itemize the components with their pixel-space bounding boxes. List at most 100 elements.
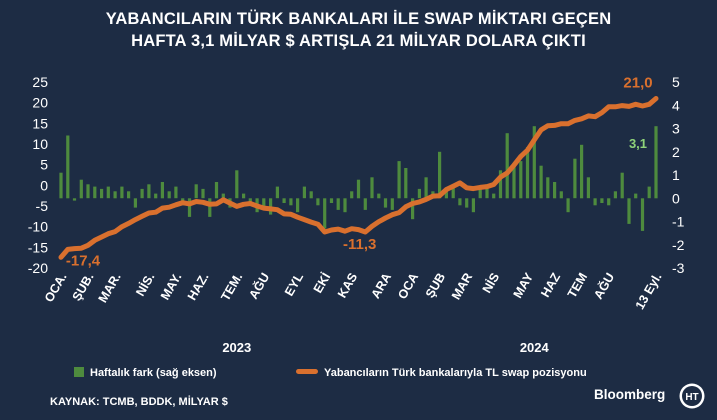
bar-week-83: [620, 172, 624, 199]
bar-week-68: [519, 161, 523, 199]
right-tick-label: 5: [672, 74, 680, 90]
bar-week-79: [593, 198, 597, 206]
bar-week-84: [627, 198, 631, 224]
bar-week-14: [154, 193, 158, 199]
bar-week-2: [72, 198, 77, 201]
bar-week-24: [221, 193, 225, 199]
bar-week-58: [451, 184, 455, 199]
bar-week-88: [654, 126, 658, 199]
bar-week-56: [438, 151, 442, 199]
x-tick-label: NİS.: [132, 270, 157, 299]
bar-week-10: [127, 191, 131, 199]
right-tick-label: 1: [672, 167, 680, 183]
bar-week-41: [336, 198, 340, 210]
left-tick-label: 15: [32, 115, 48, 131]
annotation-label: -17,4: [66, 252, 101, 269]
legend-line: Yabancıların Türk bankalarıyla TL swap p…: [296, 367, 587, 379]
bar-week-80: [600, 198, 604, 203]
right-tick-label: 2: [672, 144, 680, 160]
bar-week-54: [424, 177, 428, 199]
x-tick-label: 13 Eyl.: [633, 271, 665, 312]
bar-week-19: [187, 198, 192, 217]
bar-week-3: [79, 179, 83, 199]
x-tick-label: EKİ: [310, 270, 333, 296]
legend-bars: Haftalık fark (sağ eksen): [74, 367, 217, 379]
bar-week-78: [586, 177, 590, 199]
bar-week-61: [471, 198, 475, 213]
bar-week-46: [370, 177, 374, 199]
bar-week-17: [174, 186, 178, 199]
x-tick-label: ŞUB: [423, 271, 448, 301]
annotation-label: 3,1: [629, 136, 647, 151]
annotation-label: -11,3: [343, 236, 376, 253]
bar-week-82: [613, 191, 617, 199]
right-tick-label: 0: [672, 190, 680, 206]
x-tick-label: AĞU: [590, 270, 617, 302]
bar-week-4: [86, 184, 90, 199]
x-tick-label: OCA: [395, 271, 421, 302]
left-tick-label: 20: [32, 95, 48, 111]
left-tick-label: 0: [40, 177, 48, 193]
bar-week-64: [492, 193, 496, 199]
bar-week-57: [444, 191, 448, 199]
right-tick-label: -2: [672, 237, 685, 253]
x-tick-label: MAY.: [158, 271, 184, 303]
bar-week-26: [235, 170, 239, 199]
bar-week-69: [525, 147, 530, 199]
x-tick-label: NİS: [479, 270, 502, 296]
bar-week-40: [329, 198, 334, 203]
bar-week-1: [66, 135, 70, 199]
bar-week-52: [411, 198, 415, 220]
x-tick-label: KAS: [335, 271, 360, 301]
x-tick-label: ARA: [368, 271, 394, 301]
legend-bars-swatch: [74, 367, 84, 377]
bar-week-21: [201, 188, 205, 199]
bar-week-22: [208, 198, 212, 217]
bar-week-6: [100, 188, 104, 199]
legend-bars-label: Haftalık fark (sağ eksen): [90, 367, 217, 379]
bar-week-86: [640, 198, 645, 231]
bar-week-7: [106, 186, 110, 199]
bar-week-13: [147, 184, 151, 199]
bar-week-45: [363, 198, 367, 210]
right-tick-label: -3: [672, 260, 685, 276]
left-tick-label: -10: [28, 219, 48, 235]
year-label: 2024: [520, 340, 550, 355]
x-tick-label: TEM.: [218, 271, 245, 304]
bar-week-49: [390, 198, 394, 210]
bar-week-37: [309, 191, 313, 199]
bar-week-27: [242, 193, 246, 199]
left-tick-label: -20: [28, 260, 48, 276]
left-tick-label: -15: [28, 239, 48, 255]
legend-line-label: Yabancıların Türk bankalarıyla TL swap p…: [324, 367, 587, 379]
x-tick-label: HAZ: [538, 270, 563, 300]
bar-week-53: [417, 188, 421, 199]
bar-week-74: [559, 191, 563, 199]
year-label: 2023: [222, 340, 251, 355]
bar-week-47: [377, 193, 381, 199]
bar-week-8: [113, 191, 117, 199]
right-tick-label: 3: [672, 121, 680, 137]
bar-week-60: [465, 198, 469, 208]
x-tick-label: MAR.: [96, 271, 124, 306]
bar-week-34: [289, 198, 293, 206]
bar-week-85: [634, 193, 638, 199]
bar-week-87: [647, 186, 651, 199]
bar-week-50: [397, 161, 401, 199]
x-tick-label: AĞU: [246, 270, 273, 302]
chart-title: YABANCILARIN TÜRK BANKALARI İLE SWAP MİK…: [0, 8, 717, 52]
bar-week-15: [160, 182, 164, 199]
bar-week-36: [302, 186, 306, 199]
bar-week-33: [282, 198, 286, 203]
title-line-1: YABANCILARIN TÜRK BANKALARI İLE SWAP MİK…: [105, 10, 612, 28]
bar-week-59: [458, 198, 462, 206]
legend-line-swatch: [296, 369, 318, 374]
bar-week-67: [512, 165, 516, 199]
left-tick-label: -5: [36, 198, 49, 214]
bar-week-30: [262, 198, 266, 210]
bar-week-73: [553, 182, 557, 199]
bar-week-23: [214, 182, 219, 199]
bar-week-51: [404, 168, 408, 199]
bar-week-42: [343, 198, 347, 213]
